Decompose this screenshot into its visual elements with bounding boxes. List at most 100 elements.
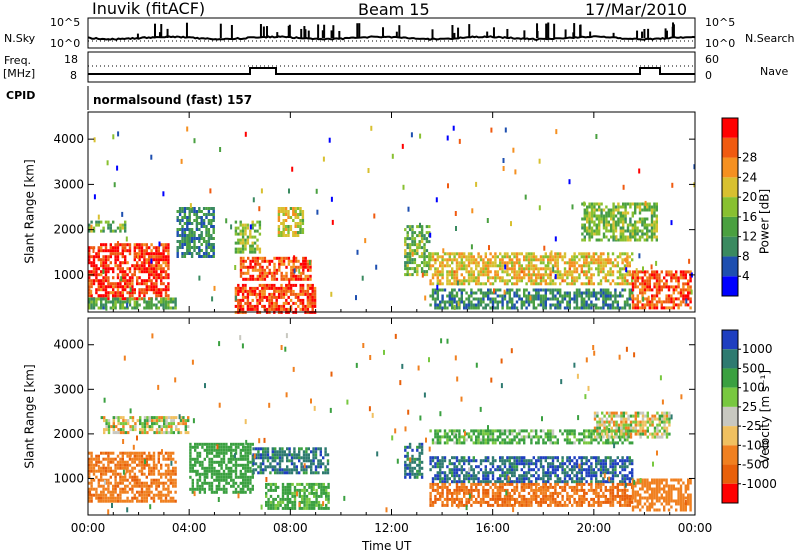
heatmap-cell [242,484,245,488]
heatmap-cell [176,249,179,252]
heatmap-cell [100,493,103,497]
heatmap-cell [183,252,187,255]
heatmap-cell [206,442,209,446]
heatmap-cell [92,463,96,467]
heatmap-cell [148,493,151,497]
heatmap-cell [523,480,526,484]
heatmap-cell [218,469,221,473]
velocity-cbar-tick-label: -100 [742,438,769,452]
heatmap-cell [143,267,146,271]
heatmap-cell [148,267,151,271]
heatmap-cell [408,243,412,247]
heatmap-cell [274,453,277,457]
heatmap-cell [267,488,270,492]
heatmap-cell [406,273,409,277]
heatmap-cell [527,465,531,469]
heatmap-cell [586,208,589,212]
heatmap-cell [515,459,519,463]
heatmap-cell [313,304,317,308]
heatmap-cell [638,202,642,206]
heatmap-cell [527,297,531,301]
heatmap-cell [470,303,473,307]
heatmap-cell [203,442,206,446]
heatmap-cell [124,276,127,280]
heatmap-cell [136,276,139,280]
heatmap-cell [282,286,286,290]
heatmap-cell [590,208,594,212]
heatmap-speck [504,264,507,270]
heatmap-cell [164,291,168,295]
heatmap-cell [573,300,576,304]
heatmap-cell [451,297,454,301]
heatmap-cell [622,220,625,224]
heatmap-cell [617,211,620,215]
heatmap-cell [145,487,148,491]
heatmap-cell [532,462,535,466]
heatmap-cell [491,303,495,307]
heatmap-cell [460,264,463,268]
heatmap-cell [595,226,598,230]
heatmap-cell [581,202,584,206]
heatmap-cell [160,303,163,307]
heatmap-cell [530,279,533,283]
heatmap-cell [160,243,163,247]
heatmap-cell [225,448,228,452]
heatmap-cell [122,419,125,423]
heatmap-cell [304,265,307,269]
heatmap-cell [638,208,642,212]
heatmap-cell [95,276,98,280]
heatmap-speck [361,275,364,281]
heatmap-cell [515,465,519,469]
heatmap-cell [112,220,115,224]
heatmap-cell [271,453,274,457]
heatmap-cell [100,273,103,277]
heatmap-cell [297,277,300,281]
heatmap-cell [446,300,449,304]
heatmap-cell [320,485,323,489]
heatmap-cell [411,469,414,473]
heatmap-cell [121,288,124,292]
heatmap-cell [195,225,199,228]
heatmap-cell [287,225,290,228]
heatmap-cell [634,285,637,289]
heatmap-cell [90,270,93,274]
heatmap-cell [638,238,642,242]
heatmap-cell [573,267,576,271]
heatmap-cell [242,475,245,479]
heatmap-cell [503,270,507,274]
heatmap-cell [172,472,175,476]
heatmap-cell [203,472,206,476]
heatmap-cell [218,487,221,491]
heatmap-cell [563,306,567,310]
heatmap-cell [124,279,127,283]
heatmap-cell [299,298,302,302]
heatmap-cell [114,466,117,470]
heatmap-cell [583,217,586,221]
heatmap-speck [568,179,571,185]
heatmap-cell [277,307,281,311]
heatmap-cell [237,475,240,479]
heatmap-cell [607,258,610,262]
heatmap-cell [102,466,105,470]
heatmap-cell [109,226,112,230]
heatmap-speck [328,137,331,143]
heatmap-cell [542,258,545,262]
heatmap-cell [629,217,632,221]
heatmap-cell [182,419,185,423]
heatmap-cell [230,478,233,482]
heatmap-cell [131,428,135,432]
heatmap-cell [513,252,516,256]
heatmap-cell [573,276,576,280]
heatmap-cell [126,499,129,503]
heatmap-cell [489,480,492,484]
heatmap-cell [559,477,562,481]
heatmap-cell [634,220,637,224]
heatmap-cell [195,246,199,249]
heatmap-cell [138,288,141,292]
heatmap-cell [145,460,148,464]
heatmap-cell [404,261,407,265]
heatmap-cell [602,214,606,218]
heatmap-cell [621,267,624,271]
heatmap-cell [90,303,93,307]
heatmap-cell [431,258,435,262]
